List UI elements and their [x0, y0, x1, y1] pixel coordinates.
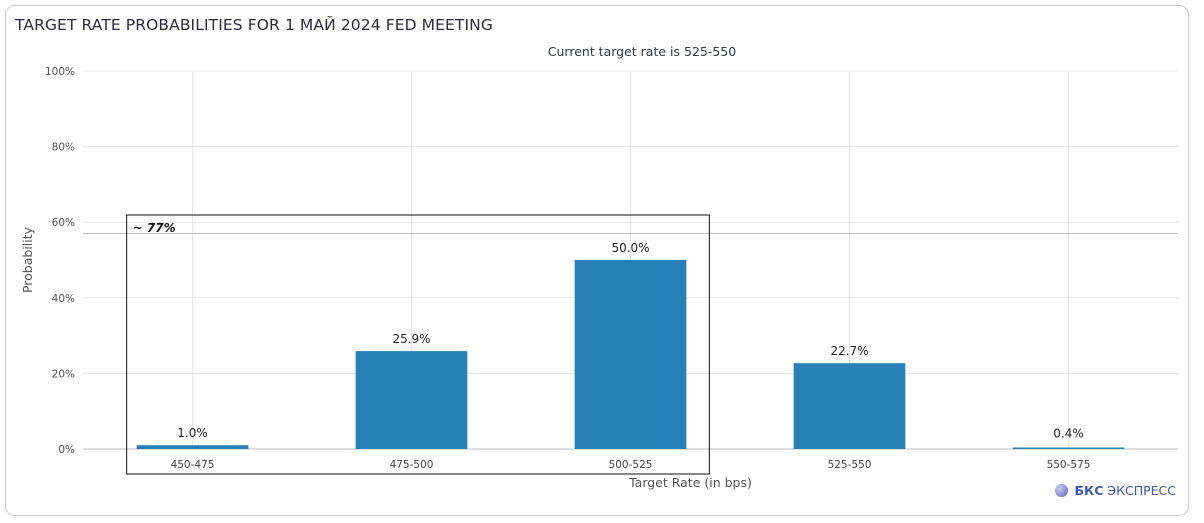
logo-icon	[1055, 484, 1069, 497]
y-tick-label: 0%	[58, 444, 75, 456]
logo-text: ЭКСПРЕСС	[1107, 483, 1176, 498]
bar	[793, 363, 906, 449]
x-axis-title: Target Rate (in bps)	[628, 475, 752, 490]
x-tick-label: 550-575	[1047, 459, 1091, 471]
bar	[1012, 447, 1125, 449]
y-axis-title: Probability	[20, 226, 35, 293]
data-label: 50.0%	[611, 241, 649, 255]
bar	[574, 260, 687, 449]
y-tick-label: 20%	[52, 368, 75, 380]
y-tick-label: 60%	[52, 217, 75, 229]
x-tick-label: 475-500	[390, 459, 434, 471]
data-label: 0.4%	[1053, 426, 1084, 440]
highlight-box-label: ~ 77%	[133, 221, 176, 235]
bar	[355, 351, 468, 449]
chart-subtitle: Current target rate is 525-550	[547, 44, 737, 59]
highlight-box	[126, 214, 710, 475]
brand-logo: БКС ЭКСПРЕСС	[1055, 483, 1176, 498]
x-tick-label: 450-475	[171, 459, 215, 471]
y-tick-label: 80%	[52, 142, 75, 154]
data-label: 22.7%	[830, 344, 868, 358]
data-label: 1.0%	[177, 426, 208, 440]
x-tick-label: 500-525	[609, 459, 653, 471]
bar	[136, 445, 249, 449]
y-tick-label: 100%	[45, 66, 75, 78]
chart-title: TARGET RATE PROBABILITIES FOR 1 МАЙ 2024…	[15, 16, 493, 34]
logo-bold: БКС	[1074, 483, 1104, 498]
data-label: 25.9%	[392, 332, 430, 346]
y-tick-label: 40%	[52, 293, 75, 305]
x-tick-label: 525-550	[828, 459, 872, 471]
